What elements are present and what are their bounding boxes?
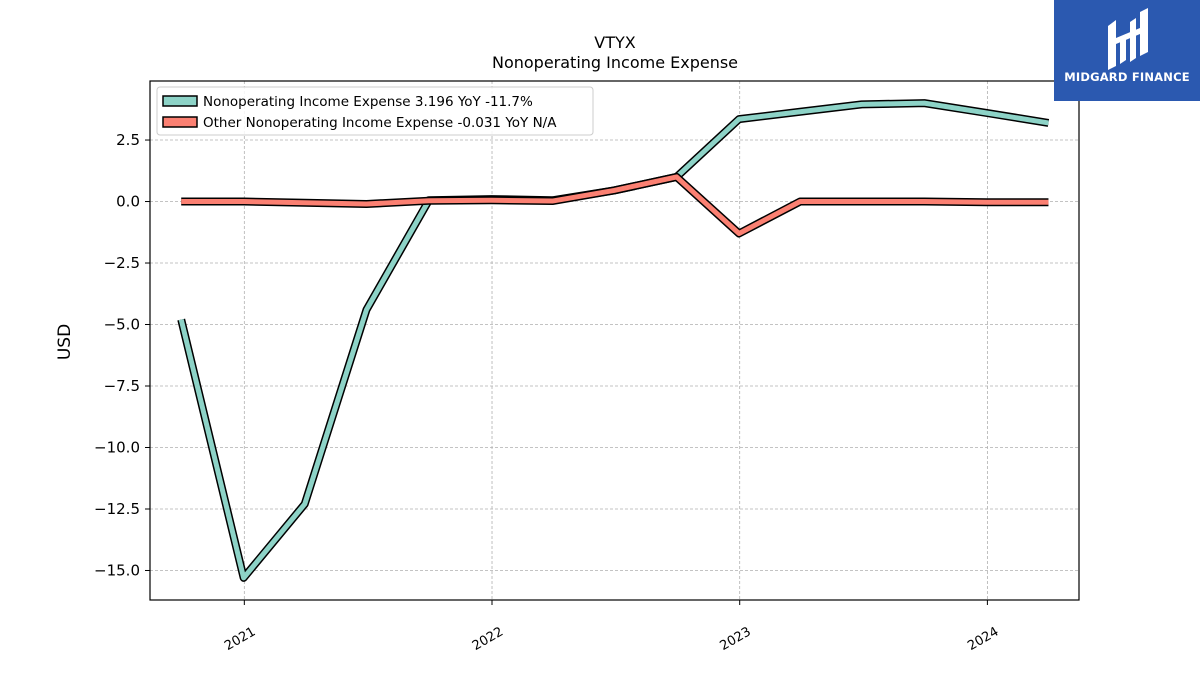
y-tick-label: −7.5 [104, 377, 140, 395]
y-tick-label: 2.5 [116, 131, 140, 149]
plot-frame [149, 80, 1080, 601]
series-1 [177, 99, 1050, 582]
y-tick-label: −2.5 [104, 254, 140, 272]
series-line [178, 100, 1049, 581]
series-lines [177, 99, 1050, 582]
y-tick-label: −15.0 [94, 561, 140, 579]
legend-label: Other Nonoperating Income Expense -0.031… [203, 115, 557, 131]
x-tick-label: 2024 [965, 624, 1001, 654]
legend-swatch [162, 95, 198, 107]
brand-logo: MIDGARD FINANCE [1054, 0, 1200, 101]
x-tick-label: 2022 [470, 624, 506, 654]
y-tick-label: −5.0 [104, 316, 140, 334]
x-tick-label: 2021 [222, 624, 258, 654]
midgard-logo-icon [1108, 8, 1148, 70]
x-tick-label: 2023 [718, 624, 754, 654]
grid [150, 81, 1079, 600]
y-tick-label: −12.5 [94, 500, 140, 518]
legend-swatch [162, 116, 198, 128]
series-line [181, 174, 1049, 237]
series-outline [177, 99, 1050, 582]
legend: Nonoperating Income Expense 3.196 YoY -1… [156, 86, 594, 136]
y-axis-label: USD [55, 324, 75, 360]
legend-label: Nonoperating Income Expense 3.196 YoY -1… [203, 94, 533, 110]
chart-subtitle: Nonoperating Income Expense [492, 53, 738, 72]
brand-name: MIDGARD FINANCE [1064, 70, 1190, 84]
y-tick-label: −10.0 [94, 438, 140, 456]
chart-title: VTYX [594, 33, 635, 52]
series-2 [181, 172, 1049, 238]
legend-box [156, 86, 594, 136]
y-tick-label: 0.0 [116, 193, 140, 211]
